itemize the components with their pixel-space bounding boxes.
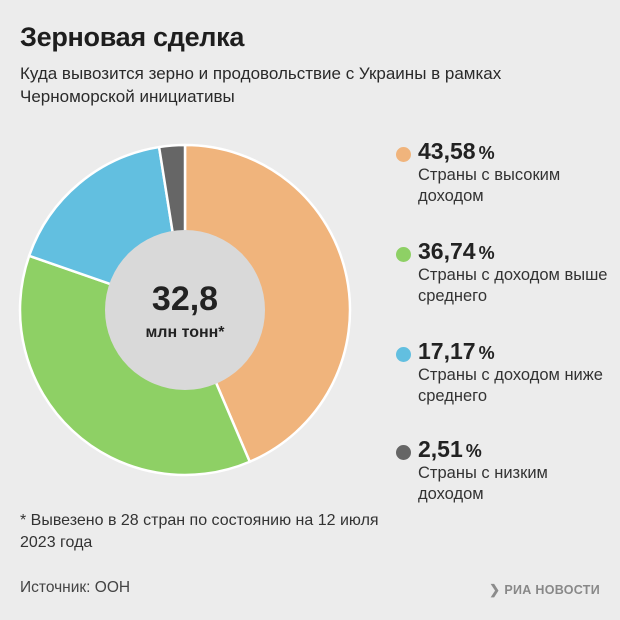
donut-chart: 32,8 млн тонн*	[18, 143, 352, 477]
center-total-value: 32,8	[152, 280, 218, 318]
donut-center-disc	[105, 230, 265, 390]
legend-unit: %	[478, 343, 495, 363]
legend-unit: %	[478, 243, 495, 263]
footnote: * Вывезено в 28 стран по состоянию на 12…	[20, 512, 379, 551]
chart-subtitle: Куда вывозится зерно и продовольствие с …	[20, 64, 502, 106]
legend-value-high-income: 43,58	[418, 138, 476, 164]
legend-label-low-income: Страны с низким доходом	[418, 464, 548, 503]
legend-label-lower-middle-income: Страны с доходом ниже среднего	[418, 366, 603, 405]
brand-logo: ❯ РИА НОВОСТИ	[489, 582, 600, 598]
legend-value-low-income: 2,51	[418, 436, 463, 462]
legend-label-upper-middle-income: Страны с доходом выше среднего	[418, 266, 608, 305]
legend-swatch-upper-middle-income	[396, 247, 411, 262]
legend-label-high-income: Страны с высоким доходом	[418, 166, 561, 205]
legend-value-lower-middle-income: 17,17	[418, 338, 476, 364]
legend-unit: %	[478, 143, 495, 163]
brand-name: РИА НОВОСТИ	[504, 583, 600, 597]
legend-unit: %	[465, 441, 482, 461]
center-total-unit: млн тонн*	[145, 324, 225, 341]
legend-swatch-lower-middle-income	[396, 347, 411, 362]
legend-value-upper-middle-income: 36,74	[418, 238, 476, 264]
ria-logo-icon: ❯	[489, 582, 501, 597]
chart-title: Зерновая сделка	[20, 22, 245, 52]
source-note: Источник: ООН	[20, 579, 131, 596]
legend-swatch-low-income	[396, 445, 411, 460]
slice-high-income	[183, 143, 352, 464]
legend-swatch-high-income	[396, 147, 411, 162]
